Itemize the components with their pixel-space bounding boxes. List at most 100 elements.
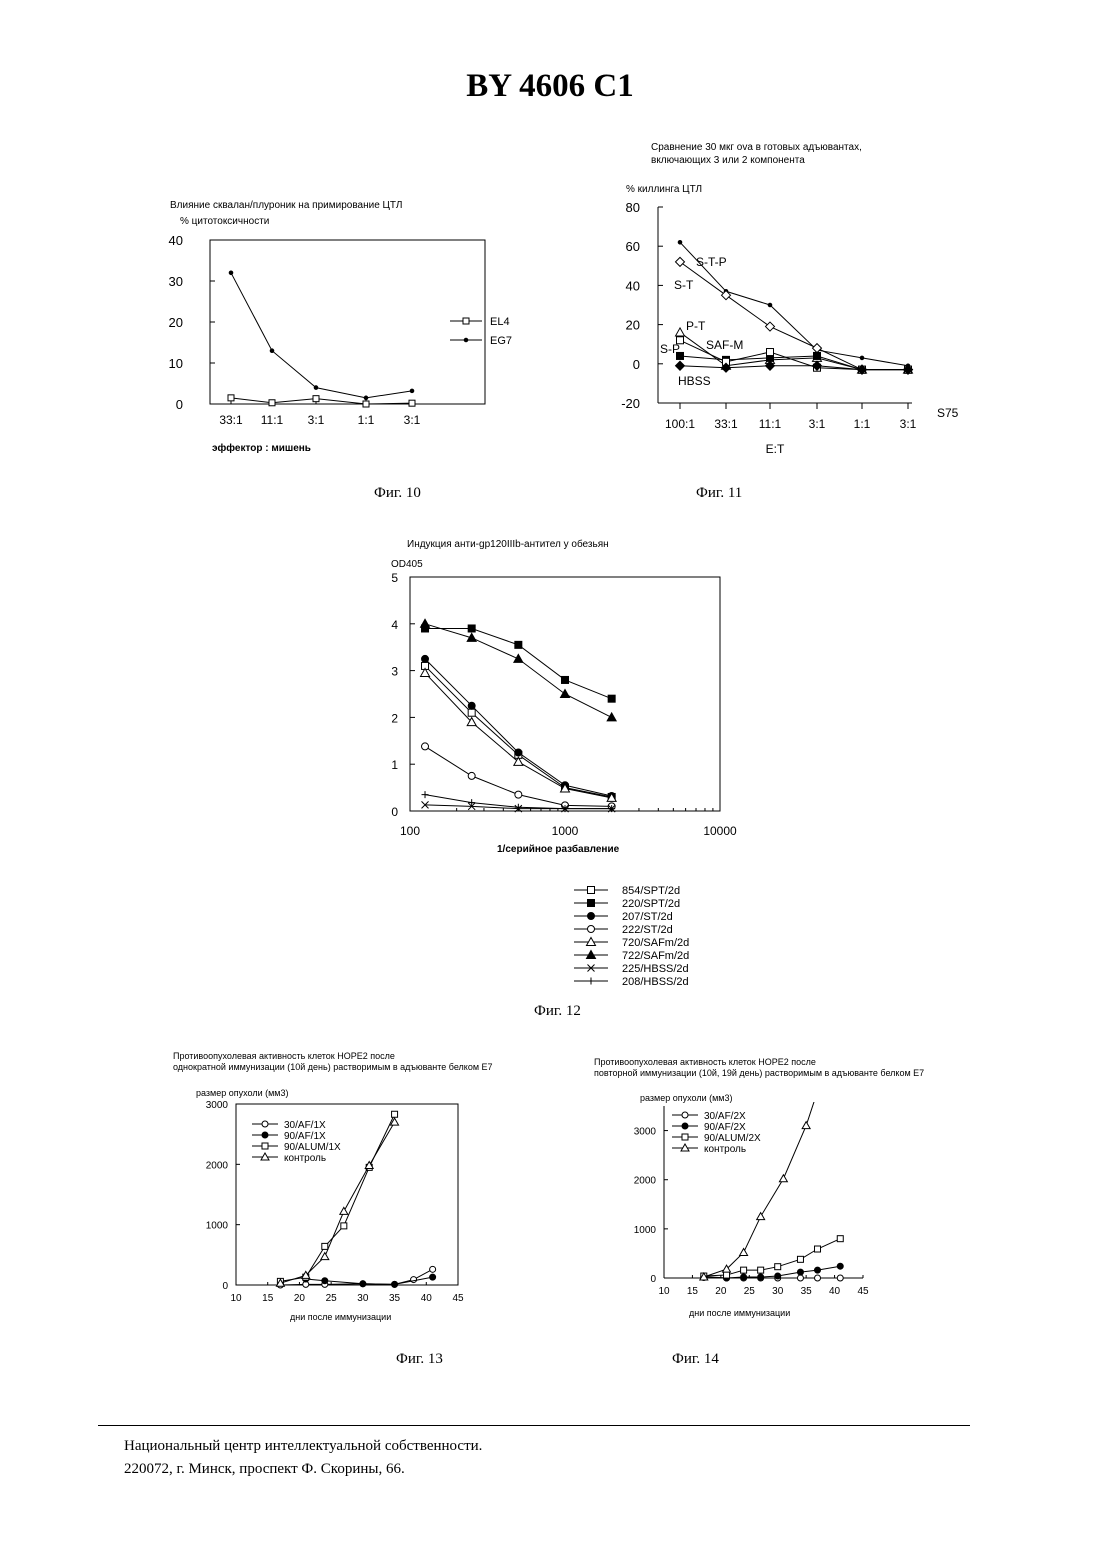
footer-line-2: 220072, г. Минск, проспект Ф. Скорины, 6… — [124, 1461, 405, 1478]
fig11-point-0-4 — [860, 356, 864, 360]
fig12-point-2-1 — [468, 702, 475, 709]
fig11-series-label-0: S-T-P — [696, 255, 727, 269]
fig12-legend: 854/SPT/2d220/SPT/2d207/ST/2d222/ST/2d72… — [570, 884, 740, 992]
fig11-point-3-3 — [814, 352, 821, 359]
fig11-xtick-label-5: 3:1 — [900, 417, 917, 431]
fig13-point-3-3 — [340, 1207, 348, 1214]
fig12-series-5-line — [425, 624, 612, 718]
fig11-title: Сравнение 30 мкг ova в готовых адъюванта… — [651, 141, 862, 167]
fig10-point-el4-3 — [363, 401, 369, 407]
fig12-series-1-line — [425, 628, 612, 698]
fig13-point-1-4 — [430, 1274, 436, 1280]
fig12-ytick-label-0: 0 — [391, 805, 398, 819]
fig12-point-1-2 — [515, 641, 522, 648]
fig12-point-5-3 — [561, 690, 570, 698]
fig10-legend-marker-1 — [464, 338, 468, 342]
fig11-xlabel: E:T — [766, 442, 785, 456]
fig11-point-0-0 — [678, 240, 682, 244]
fig12-point-1-4 — [608, 695, 615, 702]
fig13-xtick-label-5: 35 — [389, 1293, 401, 1304]
fig11-ytick-label-3: 40 — [626, 278, 640, 293]
fig10-series-el4-line — [231, 398, 412, 404]
fig10-xtick-label-4: 3:1 — [404, 413, 421, 427]
fig11-ytick-label-0: -20 — [621, 396, 640, 411]
fig11-point-1-2 — [766, 322, 775, 331]
fig14-xtick-label-2: 20 — [715, 1286, 727, 1297]
fig13-point-2-2 — [322, 1243, 328, 1249]
fig11-series-5-line — [680, 366, 908, 370]
fig13-point-1-2 — [360, 1281, 366, 1287]
fig12-legend-marker-2 — [588, 913, 595, 920]
fig11-series-label-3: S-P — [660, 342, 680, 356]
fig12-legend-marker-0 — [588, 887, 595, 894]
fig14-point-0-6 — [815, 1275, 821, 1281]
fig10-ytick-label-4: 40 — [169, 233, 183, 248]
fig14-xlabel: дни после иммунизации — [689, 1307, 790, 1320]
fig13-xtick-label-7: 45 — [452, 1293, 464, 1304]
fig14-xtick-label-0: 10 — [658, 1286, 670, 1297]
fig12-point-3-1 — [468, 772, 475, 779]
fig13-legend-label-3: контроль — [284, 1153, 326, 1164]
fig10-point-el4-0 — [228, 395, 234, 401]
fig12-legend-label-0: 854/SPT/2d — [622, 885, 680, 897]
fig11-ytick-label-4: 60 — [626, 239, 640, 254]
fig13-ytick-label-3: 3000 — [206, 1100, 229, 1111]
fig12-legend-marker-3 — [588, 926, 595, 933]
fig12-series-2-line — [425, 659, 612, 796]
fig14-xtick-label-3: 25 — [744, 1286, 756, 1297]
fig12-xtick-label-0: 100 — [400, 824, 420, 838]
fig12-point-7-2 — [515, 804, 522, 811]
fig11-xtick-label-2: 11:1 — [759, 417, 782, 431]
fig10-title: Влияние сквалан/плуроник на примирование… — [170, 199, 402, 212]
fig12-point-2-2 — [515, 749, 522, 756]
fig13-legend-marker-0 — [262, 1121, 268, 1127]
fig14-point-3-4 — [779, 1175, 787, 1182]
fig12-legend-label-5: 722/SAFm/2d — [622, 950, 689, 962]
fig14-point-0-7 — [837, 1275, 843, 1281]
fig12-legend-label-7: 208/HBSS/2d — [622, 976, 689, 988]
fig12-point-7-1 — [468, 799, 475, 806]
fig14-legend-label-0: 30/AF/2X — [704, 1111, 746, 1122]
fig13-legend-label-2: 90/ALUM/1X — [284, 1142, 341, 1153]
fig13-plot-frame — [236, 1104, 458, 1285]
fig10-point-el4-2 — [313, 396, 319, 402]
fig14-xtick-label-1: 15 — [687, 1286, 699, 1297]
fig11-series-label-5: HBSS — [678, 374, 711, 388]
fig10-caption: Фиг. 10 — [374, 485, 421, 502]
fig13-legend-marker-2 — [262, 1143, 268, 1149]
fig10-xtick-label-0: 33:1 — [219, 413, 243, 427]
footer-divider — [98, 1425, 970, 1426]
fig13-plot: 0100020003000101520253035404530/AF/1X90/… — [196, 1097, 470, 1309]
fig11-point-1-0 — [676, 257, 685, 266]
fig13-point-1-3 — [392, 1281, 398, 1287]
fig14-point-1-5 — [797, 1269, 803, 1275]
fig13-xtick-label-2: 20 — [294, 1293, 306, 1304]
fig13-xtick-label-0: 10 — [230, 1293, 242, 1304]
fig10-plot: 01020304033:111:13:11:13:1EL4EG7 — [150, 228, 550, 438]
fig12-ytick-label-3: 3 — [391, 665, 398, 679]
fig13-ytick-label-1: 1000 — [206, 1221, 229, 1232]
fig13-point-1-1 — [322, 1278, 328, 1284]
fig12-caption: Фиг. 12 — [534, 1003, 581, 1020]
fig10-ylabel: % цитотоксичности — [180, 215, 269, 228]
fig13-xtick-label-4: 30 — [357, 1293, 369, 1304]
fig14-ytick-label-3: 3000 — [634, 1127, 657, 1138]
fig10-point-eg7-4 — [410, 389, 414, 393]
fig10-ytick-label-3: 30 — [169, 274, 183, 289]
fig10-series-eg7-line — [231, 273, 412, 398]
fig11-series-label-4: SAF-M — [706, 338, 743, 352]
fig13-xlabel: дни после иммунизации — [290, 1311, 391, 1324]
fig13-ytick-label-0: 0 — [222, 1281, 228, 1292]
fig11-point-4-2 — [767, 349, 774, 356]
fig11-series-label-2: P-T — [686, 319, 706, 333]
fig10-xtick-label-2: 3:1 — [308, 413, 325, 427]
fig11-point-2-0 — [676, 328, 685, 336]
fig13-point-3-2 — [321, 1253, 329, 1260]
fig12-point-1-3 — [562, 676, 569, 683]
fig10-xtick-label-1: 11:1 — [261, 413, 284, 427]
fig12-point-0-1 — [468, 709, 475, 716]
fig12-ytick-label-1: 1 — [391, 758, 398, 772]
fig10-legend-label-0: EL4 — [490, 316, 510, 328]
fig13-ytick-label-2: 2000 — [206, 1160, 229, 1171]
fig14-legend-marker-1 — [682, 1123, 688, 1129]
